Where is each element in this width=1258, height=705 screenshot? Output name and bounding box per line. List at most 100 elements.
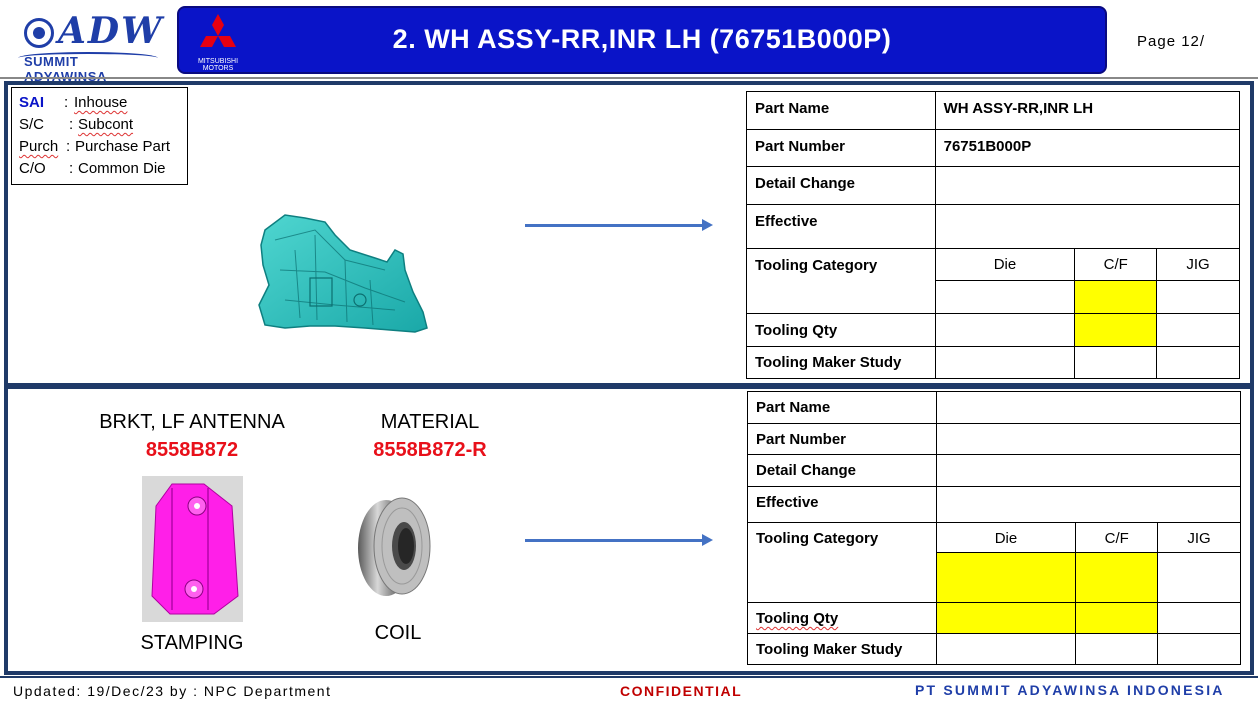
- legend-row: S/C : Subcont: [19, 114, 187, 136]
- three-diamonds-icon: [200, 14, 236, 47]
- page-title: 2. WH ASSY-RR,INR LH (76751B000P): [392, 24, 892, 54]
- col-die: Die: [934, 248, 1076, 281]
- adw-logo: ADW SUMMIT ADYAWINSA: [18, 8, 164, 84]
- legend-code: SAI: [19, 94, 45, 111]
- component-number: 8558B872: [145, 439, 239, 461]
- die-cell-highlight: [935, 552, 1077, 603]
- jig-cell: [1156, 280, 1240, 314]
- table-row: Tooling Qty: [747, 602, 1241, 634]
- mitsubishi-logo: MITSUBISHI MOTORS: [193, 14, 243, 72]
- table-row: Part Number: [747, 423, 1242, 455]
- detail-change-label: Detail Change: [747, 454, 937, 487]
- table-row: Tooling Category Die C/F JIG: [746, 248, 1240, 314]
- mitsubishi-label: MITSUBISHI MOTORS: [197, 58, 239, 72]
- effective-value: [935, 486, 1242, 523]
- col-cf: C/F: [1074, 248, 1158, 281]
- footer-confidential: CONFIDENTIAL: [620, 683, 743, 699]
- logo-swoosh-icon: [18, 52, 158, 64]
- material-type: COIL: [374, 622, 422, 644]
- jig-qty-cell: [1156, 313, 1240, 347]
- spec-table-main: Part Name WH ASSY-RR,INR LH Part Number …: [746, 91, 1241, 379]
- tooling-category-label: Tooling Category: [747, 522, 937, 603]
- wheelhouse-part-image: [258, 214, 428, 333]
- component-name: BRKT, LF ANTENNA: [99, 411, 285, 433]
- legend-row: Purch : Purchase Part: [19, 136, 187, 158]
- cf-cell-highlight: [1075, 552, 1159, 603]
- part-name-label: Part Name: [746, 91, 936, 130]
- material-label: MATERIAL: [380, 411, 480, 433]
- footer-divider: [0, 676, 1258, 678]
- legend-desc: Purchase Part: [75, 138, 171, 155]
- table-row: Part Name: [747, 391, 1242, 424]
- cf-qty-cell-highlight: [1074, 313, 1158, 347]
- tooling-maker-label: Tooling Maker Study: [746, 346, 936, 379]
- die-qty-cell-highlight: [935, 602, 1077, 634]
- spec-table-component: Part Name Part Number Detail Change Effe…: [747, 391, 1242, 665]
- page-number: Page 12/: [1137, 33, 1206, 50]
- tooling-qty-label: Tooling Qty: [747, 602, 937, 634]
- footer-company: PT SUMMIT ADYAWINSA INDONESIA: [915, 682, 1225, 698]
- legend-separator: :: [69, 116, 74, 133]
- part-number-value: 76751B000P: [934, 129, 1241, 167]
- table-row: Effective: [747, 486, 1242, 523]
- die-qty-cell: [934, 313, 1076, 347]
- jig-maker-cell: [1157, 633, 1241, 665]
- col-cf: C/F: [1075, 522, 1159, 553]
- effective-label: Effective: [746, 204, 936, 249]
- part-number-label: Part Number: [746, 129, 936, 167]
- table-row: Tooling Maker Study: [746, 346, 1240, 379]
- table-row: [748, 552, 1241, 603]
- part-name-value: WH ASSY-RR,INR LH: [934, 91, 1241, 130]
- legend-code: C/O: [19, 160, 46, 177]
- detail-change-value: [934, 166, 1241, 205]
- coil-image: [358, 497, 431, 596]
- effective-label: Effective: [747, 486, 937, 523]
- table-row: Tooling Maker Study: [747, 633, 1241, 665]
- bracket-part-image: [142, 476, 243, 622]
- tooling-qty-text: Tooling Qty: [756, 610, 839, 627]
- legend-desc: Inhouse: [74, 94, 128, 111]
- table-row: Detail Change: [747, 454, 1242, 487]
- die-maker-cell: [935, 633, 1077, 665]
- footer-updated: Updated: 19/Dec/23 by : NPC Department: [13, 683, 332, 699]
- logo-subtitle: SUMMIT ADYAWINSA: [24, 54, 106, 84]
- die-cell: [934, 280, 1076, 314]
- title-bar: MITSUBISHI MOTORS 2. WH ASSY-RR,INR LH (…: [177, 6, 1107, 74]
- legend-box: SAI : Inhouse S/C : Subcont Purch : Purc…: [11, 87, 188, 185]
- tooling-maker-label: Tooling Maker Study: [747, 633, 937, 665]
- header-divider: [0, 77, 1258, 79]
- component-process: STAMPING: [140, 632, 244, 654]
- part-name-label: Part Name: [747, 391, 937, 424]
- arrow-icon: [525, 219, 713, 231]
- table-row: [747, 280, 1240, 314]
- table-row: Part Number 76751B000P: [746, 129, 1241, 167]
- detail-change-value: [935, 454, 1242, 487]
- detail-change-label: Detail Change: [746, 166, 936, 205]
- legend-desc: Common Die: [78, 160, 166, 177]
- tooling-category-label: Tooling Category: [746, 248, 936, 314]
- legend-desc: Subcont: [78, 116, 134, 133]
- jig-qty-cell: [1157, 602, 1241, 634]
- jig-cell: [1157, 552, 1241, 603]
- table-row: Tooling Qty: [746, 313, 1240, 347]
- table-row: Part Name WH ASSY-RR,INR LH: [746, 91, 1241, 130]
- table-row: Tooling Category Die C/F JIG: [747, 522, 1241, 603]
- cf-maker-cell: [1074, 346, 1158, 379]
- col-jig: JIG: [1156, 248, 1240, 281]
- legend-separator: :: [66, 138, 71, 155]
- part-number-value: [935, 423, 1242, 455]
- table-row: Detail Change: [746, 166, 1241, 205]
- col-jig: JIG: [1157, 522, 1241, 553]
- legend-code: S/C: [19, 116, 45, 133]
- logo-circle-icon: [24, 18, 54, 48]
- table-row: Effective: [746, 204, 1241, 249]
- part-number-label: Part Number: [747, 423, 937, 455]
- cf-maker-cell: [1075, 633, 1159, 665]
- tooling-qty-label: Tooling Qty: [746, 313, 936, 347]
- cf-cell-highlight: [1074, 280, 1158, 314]
- legend-row: SAI : Inhouse: [19, 92, 187, 114]
- legend-code: Purch: [19, 138, 59, 155]
- logo-text: ADW: [58, 10, 164, 52]
- part-name-value: [935, 391, 1242, 424]
- die-maker-cell: [934, 346, 1076, 379]
